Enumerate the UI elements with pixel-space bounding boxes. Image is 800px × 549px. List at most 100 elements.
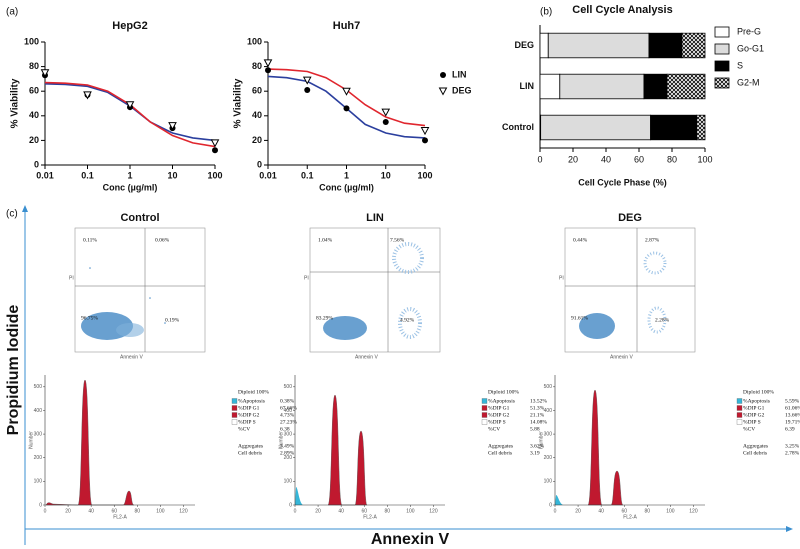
y-tick-label: 400 <box>544 408 553 414</box>
x-tick-label: 80 <box>385 508 391 514</box>
histogram: 0 20 40 60 80 100 120 0 100 200 300 400 500 FL2-A Numb… <box>28 375 195 520</box>
stats-value: 14.08% <box>530 419 547 425</box>
y-tick-label: 0 <box>39 502 42 508</box>
bar-segment <box>648 32 683 59</box>
stats-label: Cell debris <box>488 450 512 456</box>
x-tick-label: 80 <box>667 154 677 164</box>
stats-label: %DIP G2 <box>238 412 260 418</box>
point <box>263 59 273 68</box>
x-tick-label: 80 <box>135 508 141 514</box>
stats-value: 3.49% <box>280 443 295 449</box>
bar-segment <box>681 32 706 59</box>
axis-label: PI <box>559 275 564 281</box>
axis-label: Annexin V <box>355 354 378 360</box>
bar-segment <box>539 73 561 100</box>
quadrant-label: 0.06% <box>155 237 170 243</box>
x-tick-label: 20 <box>315 508 321 514</box>
stats-label: %CV <box>488 426 500 432</box>
stats-header: Diploid 100% <box>238 389 269 395</box>
y-tick-label: 0 <box>289 502 292 508</box>
fit-curve <box>44 83 216 142</box>
point <box>440 72 446 78</box>
axis-label: Number <box>538 431 544 449</box>
y-tick-label: 500 <box>544 384 553 390</box>
y-tick-label: 300 <box>544 431 553 437</box>
y-tick-label: 100 <box>544 479 553 485</box>
point <box>420 127 430 136</box>
quadrant-label: 2.28% <box>655 317 670 323</box>
quadrant-label: 1.04% <box>318 237 333 243</box>
y-tick-label: 100 <box>24 36 39 46</box>
chart-title: Huh7 <box>333 20 361 32</box>
point <box>210 139 220 148</box>
quadrant-label: 2.87% <box>645 237 660 243</box>
stats-value: 5.88 <box>530 426 540 432</box>
bar-segment <box>540 114 651 141</box>
x-tick-label: 120 <box>689 508 698 514</box>
y-tick-label: 500 <box>284 384 293 390</box>
x-tick-label: 20 <box>568 154 578 164</box>
stats-label: %Apoptosis <box>743 398 770 404</box>
legend-label: LIN <box>452 69 467 79</box>
stats-swatch <box>736 398 743 404</box>
y-tick-label: 100 <box>34 479 43 485</box>
x-tick-label: 10 <box>381 170 391 180</box>
bar-segment <box>559 73 645 100</box>
x-axis-title: Conc (µg/ml) <box>103 182 158 192</box>
stats-value: 27.23% <box>280 419 297 425</box>
legend-label: Go-G1 <box>737 43 764 53</box>
quadrant-label: 83.29% <box>316 315 333 321</box>
legend-swatch <box>714 60 730 72</box>
x-tick-label: 60 <box>361 508 367 514</box>
stats-value: 67.66% <box>280 405 297 411</box>
x-tick-label: 40 <box>338 508 344 514</box>
y-tick-label: 80 <box>252 61 262 71</box>
x-tick-label: 100 <box>406 508 415 514</box>
x-tick-label: 120 <box>179 508 188 514</box>
point <box>40 69 50 78</box>
stats-label: %DIP S <box>488 419 506 425</box>
stats-value: 13.52% <box>530 398 547 404</box>
dot-plot: Control 0.11% 0.06% 96.75% 0.19% Annexin V PI <box>69 212 206 360</box>
y-tick-label: 100 <box>284 479 293 485</box>
y-tick-label: 60 <box>29 86 39 96</box>
stats-value: 61.06% <box>785 405 800 411</box>
axis-label: PI <box>304 275 309 281</box>
legend-label: Pre-G <box>737 26 761 36</box>
point <box>168 122 177 131</box>
y-axis-title: % Viability <box>233 78 244 128</box>
fit-curve <box>267 68 426 127</box>
point <box>125 101 135 110</box>
panel-title: Control <box>120 212 159 224</box>
x-tick-label: 80 <box>645 508 651 514</box>
stats-swatch <box>231 412 238 418</box>
stats-box: Diploid 100% %Apoptosis 0.38% %DIP G1 67.66%… <box>231 389 297 456</box>
chart-title: HepG2 <box>112 20 147 32</box>
y-tick-label: 40 <box>29 110 39 120</box>
stats-value: 4.73% <box>280 412 295 418</box>
point <box>304 86 311 93</box>
histogram: 0 20 40 60 80 100 120 0 100 200 300 400 500 FL2-A Numb… <box>538 375 705 520</box>
y-tick-label: 200 <box>284 455 293 461</box>
stats-swatch <box>481 412 488 418</box>
stats-value: 21.1% <box>530 412 545 418</box>
y-tick-label: LIN <box>520 81 535 91</box>
stats-header: Diploid 100% <box>488 389 519 395</box>
stats-box: Diploid 100% %Apoptosis 5.59% %DIP G1 61.06%… <box>736 389 800 456</box>
stats-header: Diploid 100% <box>743 389 774 395</box>
quadrant-label: 0.19% <box>165 317 180 323</box>
x-tick-label: 40 <box>88 508 94 514</box>
stats-value: 3.25% <box>785 443 800 449</box>
point <box>381 108 391 117</box>
bar-segment <box>643 73 668 100</box>
x-tick-label: 0.1 <box>301 170 314 180</box>
point <box>343 105 350 112</box>
legend-label: S <box>737 60 743 70</box>
x-tick-label: 60 <box>111 508 117 514</box>
stats-value: 3.62% <box>530 443 545 449</box>
stats-label: Aggregates <box>238 443 263 449</box>
stats-swatch <box>736 419 743 425</box>
stats-label: %DIP S <box>743 419 761 425</box>
axis-label: Annexin V <box>610 354 633 360</box>
quadrant-label: 4.92% <box>400 317 415 323</box>
